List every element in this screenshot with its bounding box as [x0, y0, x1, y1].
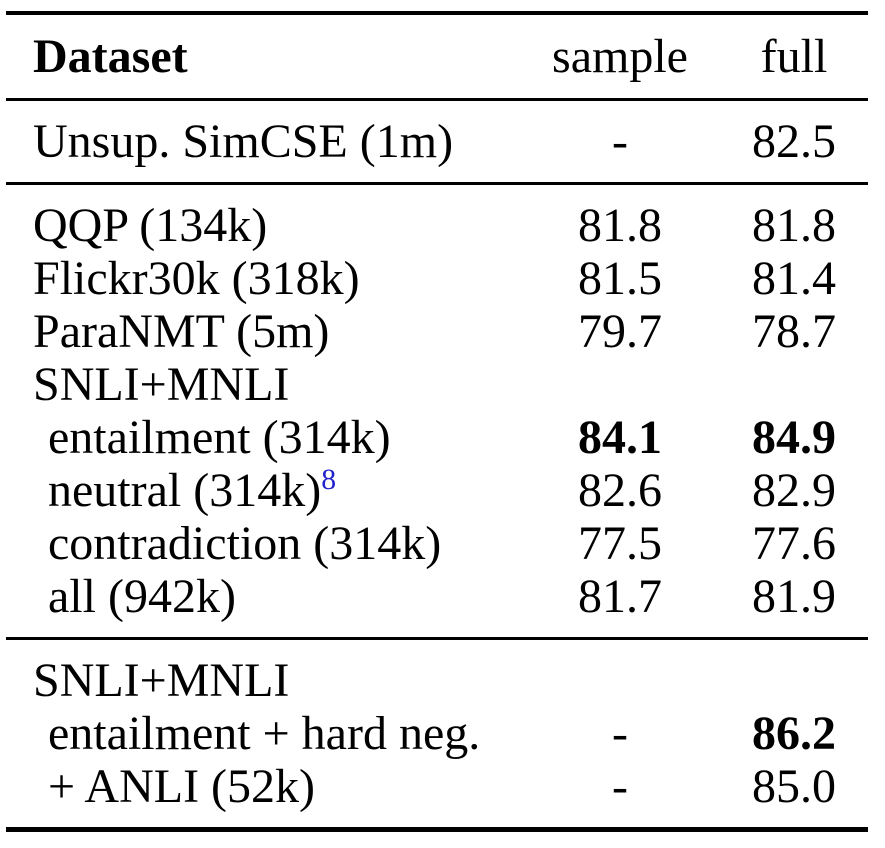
- sample-cell: 84.1: [578, 411, 662, 464]
- sample-cell: 82.6: [578, 464, 662, 517]
- sample-cell: [520, 639, 720, 708]
- sample-cell: 81.5: [578, 252, 662, 305]
- table-row: Flickr30k (318k) 81.5 81.4: [6, 252, 868, 305]
- dataset-cell: neutral (314k)8: [48, 463, 337, 517]
- table-row: ParaNMT (5m) 79.7 78.7: [6, 305, 868, 358]
- footnote-ref: 8: [321, 463, 337, 496]
- full-cell: 77.6: [752, 517, 836, 570]
- dataset-cell: Flickr30k (318k): [33, 252, 360, 305]
- sample-cell: 81.7: [578, 570, 662, 623]
- table-row: SNLI+MNLI: [6, 358, 868, 411]
- dataset-cell: ParaNMT (5m): [33, 305, 330, 358]
- sample-cell: 81.8: [578, 199, 662, 252]
- table-row: + ANLI (52k) - 85.0: [6, 760, 868, 830]
- table-row: QQP (134k) 81.8 81.8: [6, 184, 868, 253]
- sample-cell: -: [612, 760, 628, 813]
- table-row: neutral (314k)8 82.6 82.9: [6, 464, 868, 517]
- section-unsupervised: Unsup. SimCSE (1m) - 82.5: [6, 99, 868, 184]
- header-row: Dataset sample full: [6, 13, 868, 100]
- table-row: SNLI+MNLI: [6, 639, 868, 708]
- sample-cell: -: [612, 707, 628, 760]
- dataset-cell: entailment + hard neg.: [48, 707, 481, 760]
- sample-cell: 77.5: [578, 517, 662, 570]
- dataset-cell: + ANLI (52k): [48, 760, 316, 813]
- dataset-cell: entailment (314k): [48, 411, 391, 464]
- full-cell: [720, 358, 868, 411]
- column-header-full: full: [760, 30, 828, 83]
- dataset-cell: Unsup. SimCSE (1m): [33, 115, 454, 168]
- dataset-cell: SNLI+MNLI: [33, 358, 290, 411]
- full-cell: 81.8: [752, 199, 836, 252]
- table-row: entailment + hard neg. - 86.2: [6, 707, 868, 760]
- dataset-cell: QQP (134k): [33, 199, 268, 252]
- table-row: entailment (314k) 84.1 84.9: [6, 411, 868, 464]
- dataset-cell: contradiction (314k): [48, 517, 442, 570]
- section-supervised-datasets: QQP (134k) 81.8 81.8 Flickr30k (318k) 81.5 81…: [6, 183, 868, 639]
- section-final-combination: SNLI+MNLI entailment + hard neg. -86.2 + AN…: [6, 638, 868, 830]
- results-table: Dataset sample full Unsup. SimCSE (1m) - 8…: [6, 11, 868, 832]
- full-cell: 78.7: [752, 305, 836, 358]
- full-cell: 82.9: [752, 464, 836, 517]
- dataset-cell: SNLI+MNLI: [33, 654, 290, 707]
- table-header: Dataset sample full: [6, 13, 868, 100]
- full-cell: 85.0: [752, 760, 836, 813]
- dataset-cell: all (942k): [48, 570, 236, 623]
- table-row: all (942k) 81.7 81.9: [6, 570, 868, 639]
- full-cell: 82.5: [752, 115, 836, 168]
- full-cell: [720, 639, 868, 708]
- column-header-dataset: Dataset: [33, 30, 188, 83]
- full-cell: 81.9: [752, 570, 836, 623]
- full-cell: 86.2: [752, 707, 836, 760]
- sample-cell: -: [612, 115, 628, 168]
- column-header-sample: sample: [552, 30, 688, 83]
- full-cell: 84.9: [752, 411, 836, 464]
- table-row: contradiction (314k) 77.5 77.6: [6, 517, 868, 570]
- table-row: Unsup. SimCSE (1m) - 82.5: [6, 100, 868, 184]
- sample-cell: 79.7: [578, 305, 662, 358]
- full-cell: 81.4: [752, 252, 836, 305]
- sample-cell: [520, 358, 720, 411]
